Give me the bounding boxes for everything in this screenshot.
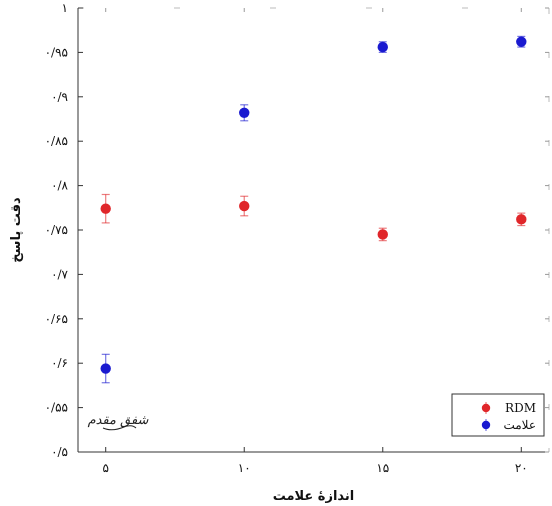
plot-area: [78, 8, 549, 452]
y-axis-title: دقت پاسخ: [9, 197, 24, 263]
x-tick-label: ۱۰: [238, 461, 251, 475]
series-layer: [100, 35, 527, 384]
y-axis: ۰/۵ ۰/۵۵ ۰/۶ ۰/۶۵ ۰/۷ ۰/۷۵ ۰/۸ ۰/۸۵ ۰/۹ ۰/۹۵ ۱: [45, 1, 549, 459]
x-tick-label: ۵: [102, 461, 108, 475]
series-1: [100, 193, 527, 242]
y-tick-label: ۰/۸: [51, 179, 68, 193]
y-tick-label: ۰/۹۵: [45, 45, 68, 59]
y-tick-label: ۰/۶: [51, 356, 68, 370]
data-point: [100, 363, 111, 374]
legend-box: [451, 393, 545, 437]
legend-label: علامت: [503, 418, 536, 432]
legend-label: RDM: [505, 401, 536, 415]
y-tick-label: ۱: [62, 1, 68, 15]
legend-marker: [481, 403, 491, 413]
series-2: [100, 35, 527, 384]
data-point: [516, 36, 527, 47]
data-point: [377, 41, 388, 53]
x-axis: ۵ ۱۰ ۱۵ ۲۰: [102, 8, 528, 475]
signature-stroke: [102, 425, 137, 431]
data-point: [239, 200, 250, 212]
y-tick-label: ۰/۷۵: [45, 223, 68, 237]
data-point: [100, 203, 111, 214]
data-point: [377, 229, 388, 240]
y-tick-label: ۰/۵۵: [45, 401, 68, 415]
y-tick-label: ۰/۸۵: [45, 134, 68, 148]
x-tick-label: ۲۰: [515, 461, 528, 475]
y-tick-label: ۰/۵: [51, 445, 68, 459]
data-point: [516, 214, 527, 225]
y-tick-label: ۰/۶۵: [45, 312, 68, 326]
legend: RDM علامت: [451, 393, 545, 437]
data-point: [239, 107, 250, 118]
x-tick-label: ۱۵: [376, 461, 389, 475]
x-axis-title: اندازهٔ علامت: [273, 489, 355, 504]
legend-marker: [481, 420, 491, 430]
y-tick-label: ۰/۷: [51, 267, 68, 281]
y-tick-label: ۰/۹: [51, 90, 68, 104]
signature-text: شفق مقدم: [88, 413, 150, 428]
signature-watermark: شفق مقدم: [88, 413, 150, 431]
